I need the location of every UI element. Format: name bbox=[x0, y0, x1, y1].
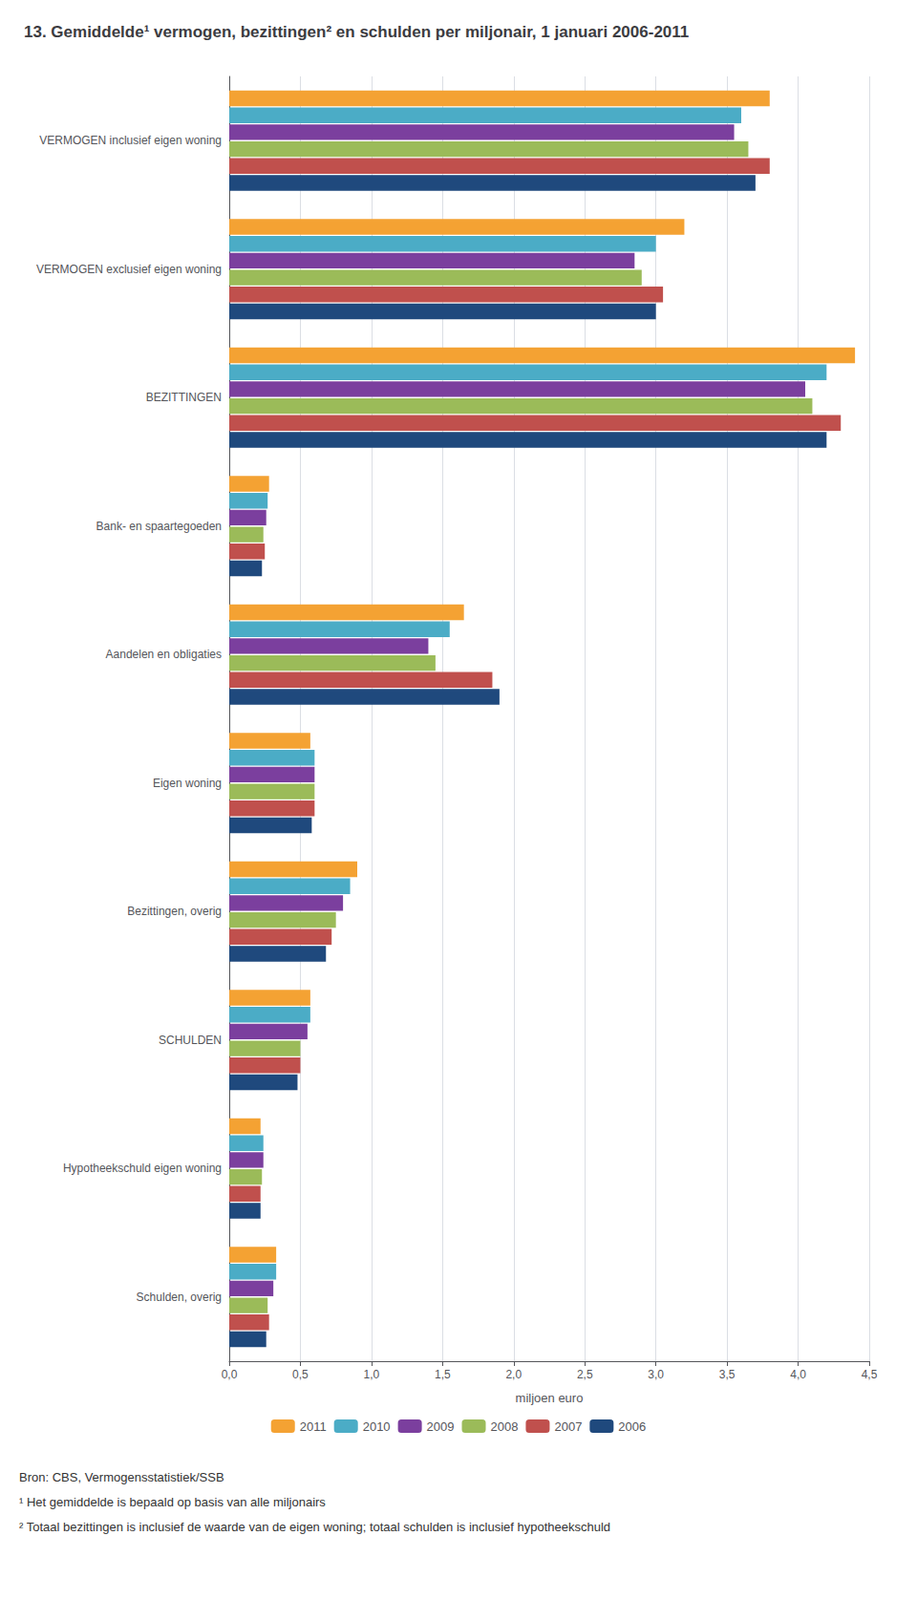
svg-text:Bron: CBS, Vermogensstatistiek: Bron: CBS, Vermogensstatistiek/SSB bbox=[19, 1470, 225, 1485]
svg-text:2010: 2010 bbox=[362, 1419, 391, 1434]
svg-text:2,0: 2,0 bbox=[505, 1367, 522, 1382]
svg-text:13. Gemiddelde¹ vermogen, bezi: 13. Gemiddelde¹ vermogen, bezittingen² e… bbox=[23, 22, 689, 42]
svg-text:Eigen woning: Eigen woning bbox=[152, 776, 222, 790]
svg-text:0,5: 0,5 bbox=[292, 1367, 309, 1382]
svg-text:VERMOGEN inclusief eigen wonin: VERMOGEN inclusief eigen woning bbox=[39, 133, 222, 148]
svg-text:Hypotheekschuld eigen woning: Hypotheekschuld eigen woning bbox=[63, 1161, 222, 1175]
svg-text:3,0: 3,0 bbox=[647, 1367, 664, 1382]
svg-text:2007: 2007 bbox=[554, 1419, 582, 1434]
svg-text:² Totaal bezittingen is inclus: ² Totaal bezittingen is inclusief de waa… bbox=[19, 1519, 611, 1535]
svg-text:miljoen euro: miljoen euro bbox=[515, 1390, 584, 1406]
svg-text:2006: 2006 bbox=[618, 1419, 646, 1434]
svg-text:4,5: 4,5 bbox=[861, 1367, 878, 1382]
svg-text:3,5: 3,5 bbox=[719, 1367, 736, 1382]
svg-text:Schulden, overig: Schulden, overig bbox=[136, 1290, 222, 1304]
svg-text:SCHULDEN: SCHULDEN bbox=[158, 1033, 222, 1047]
svg-text:¹ Het gemiddelde is bepaald op: ¹ Het gemiddelde is bepaald op basis van… bbox=[19, 1494, 326, 1510]
svg-text:0,0: 0,0 bbox=[221, 1367, 238, 1382]
svg-text:VERMOGEN exclusief eigen wonin: VERMOGEN exclusief eigen woning bbox=[36, 262, 222, 277]
svg-text:1,5: 1,5 bbox=[434, 1367, 451, 1382]
svg-text:2011: 2011 bbox=[299, 1419, 327, 1434]
svg-text:2,5: 2,5 bbox=[576, 1367, 594, 1382]
svg-text:Bank- en spaartegoeden: Bank- en spaartegoeden bbox=[96, 519, 222, 534]
svg-text:2009: 2009 bbox=[426, 1419, 455, 1434]
svg-text:BEZITTINGEN: BEZITTINGEN bbox=[146, 390, 222, 405]
svg-text:4,0: 4,0 bbox=[789, 1367, 807, 1382]
svg-text:Bezittingen, overig: Bezittingen, overig bbox=[127, 904, 222, 918]
svg-text:Aandelen en obligaties: Aandelen en obligaties bbox=[106, 647, 222, 662]
svg-text:1,0: 1,0 bbox=[363, 1367, 381, 1382]
svg-text:2008: 2008 bbox=[490, 1419, 519, 1434]
